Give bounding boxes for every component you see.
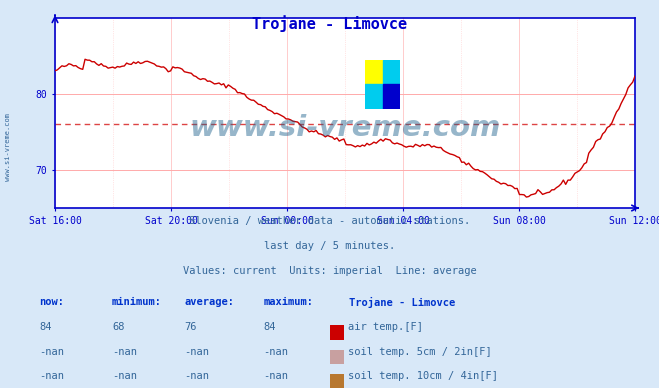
Text: Slovenia / weather data - automatic stations.: Slovenia / weather data - automatic stat… bbox=[189, 216, 470, 226]
Text: soil temp. 5cm / 2in[F]: soil temp. 5cm / 2in[F] bbox=[348, 347, 492, 357]
Text: now:: now: bbox=[40, 297, 65, 307]
Text: soil temp. 10cm / 4in[F]: soil temp. 10cm / 4in[F] bbox=[348, 371, 498, 381]
Text: Trojane - Limovce: Trojane - Limovce bbox=[349, 297, 455, 308]
Text: Trojane - Limovce: Trojane - Limovce bbox=[252, 16, 407, 32]
Text: 84: 84 bbox=[40, 322, 52, 333]
Text: 84: 84 bbox=[264, 322, 276, 333]
Text: -nan: -nan bbox=[112, 347, 137, 357]
Text: 76: 76 bbox=[185, 322, 197, 333]
Text: -nan: -nan bbox=[112, 371, 137, 381]
Text: -nan: -nan bbox=[185, 347, 210, 357]
Text: -nan: -nan bbox=[264, 371, 289, 381]
Text: www.si-vreme.com: www.si-vreme.com bbox=[189, 114, 501, 142]
Text: average:: average: bbox=[185, 297, 235, 307]
Text: -nan: -nan bbox=[40, 347, 65, 357]
Text: Values: current  Units: imperial  Line: average: Values: current Units: imperial Line: av… bbox=[183, 266, 476, 276]
Text: maximum:: maximum: bbox=[264, 297, 314, 307]
Text: air temp.[F]: air temp.[F] bbox=[348, 322, 423, 333]
Text: -nan: -nan bbox=[185, 371, 210, 381]
Text: 68: 68 bbox=[112, 322, 125, 333]
Text: minimum:: minimum: bbox=[112, 297, 162, 307]
Bar bbox=[383, 85, 400, 109]
Bar bbox=[383, 60, 400, 85]
Bar bbox=[365, 85, 383, 109]
Text: last day / 5 minutes.: last day / 5 minutes. bbox=[264, 241, 395, 251]
Bar bbox=[365, 60, 383, 85]
Text: -nan: -nan bbox=[40, 371, 65, 381]
Text: www.si-vreme.com: www.si-vreme.com bbox=[5, 113, 11, 182]
Text: -nan: -nan bbox=[264, 347, 289, 357]
